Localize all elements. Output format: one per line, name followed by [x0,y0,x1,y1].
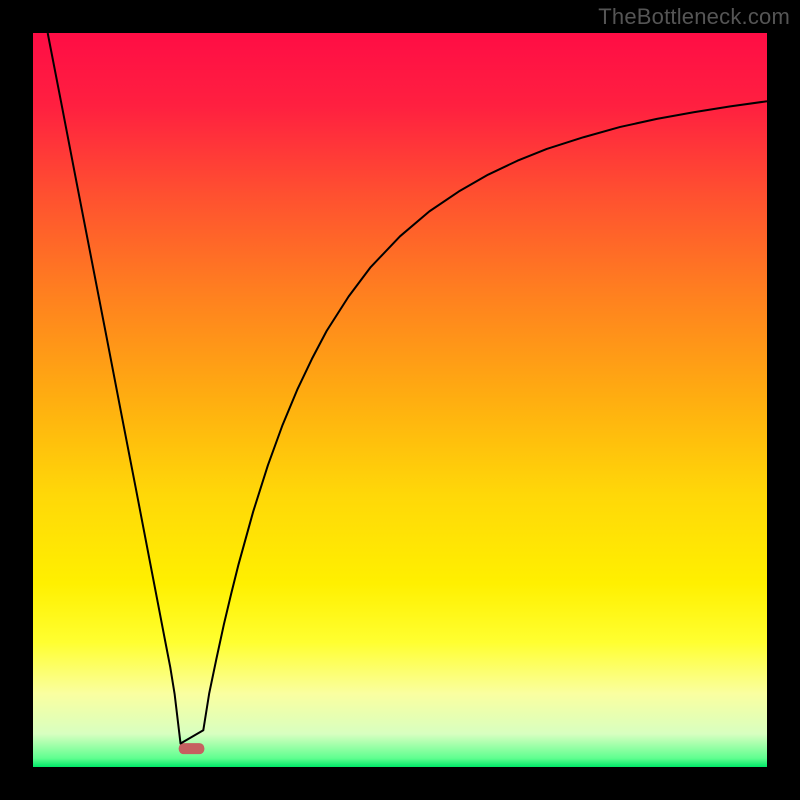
minimum-marker [179,743,205,754]
plot-area-gradient [33,33,767,767]
chart-container: TheBottleneck.com [0,0,800,800]
watermark-text: TheBottleneck.com [598,4,790,30]
bottleneck-chart [0,0,800,800]
